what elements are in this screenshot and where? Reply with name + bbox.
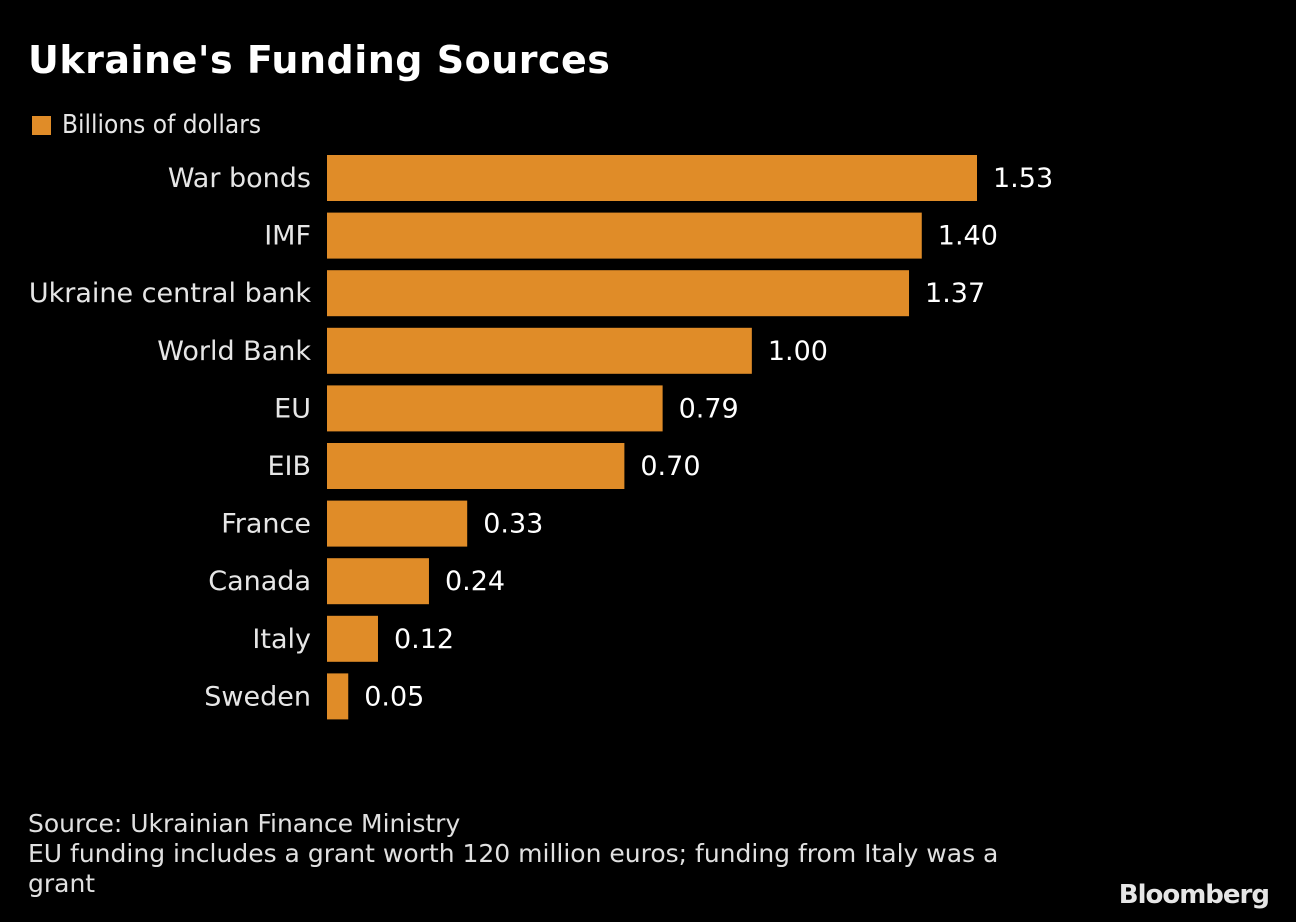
bar-eu [327,385,663,432]
source-note: Source: Ukrainian Finance Ministry [28,809,461,838]
category-label: Italy [252,624,311,655]
legend: Billions of dollars [32,110,261,140]
value-label: 0.79 [679,393,739,424]
value-label: 1.00 [768,336,828,367]
category-label: EU [274,393,311,424]
bar-war-bonds [327,155,977,201]
value-label: 0.05 [364,681,424,712]
category-label: Canada [208,566,311,597]
bloomberg-logo: Bloomberg [1118,880,1270,910]
bar-world-bank [327,327,752,374]
footer: Source: Ukrainian Finance Ministry EU fu… [28,809,1028,899]
category-label: IMF [264,221,311,252]
value-label: 1.40 [938,221,998,252]
bar-eib [327,443,625,489]
category-label: Sweden [204,681,311,712]
legend-swatch [32,115,51,135]
category-label: France [221,509,311,540]
bar-ukraine-central-bank [327,270,910,317]
value-label: 1.37 [925,278,985,309]
value-label: 0.24 [445,566,505,597]
value-label: 0.12 [394,624,454,655]
chart-title: Ukraine's Funding Sources [28,38,611,82]
value-label: 0.70 [640,451,700,482]
category-label: EIB [267,451,311,482]
value-label: 1.53 [993,163,1053,194]
bar-italy [327,615,378,662]
legend-label: Billions of dollars [62,110,262,140]
bar-canada [327,558,429,605]
bar-sweden [327,673,349,720]
bar-imf [327,212,922,259]
category-label: War bonds [168,163,311,194]
bar-france [327,500,468,547]
value-label: 0.33 [483,509,543,540]
category-label: World Bank [157,336,311,367]
category-label: Ukraine central bank [29,278,312,309]
footnote: EU funding includes a grant worth 120 mi… [28,839,999,898]
